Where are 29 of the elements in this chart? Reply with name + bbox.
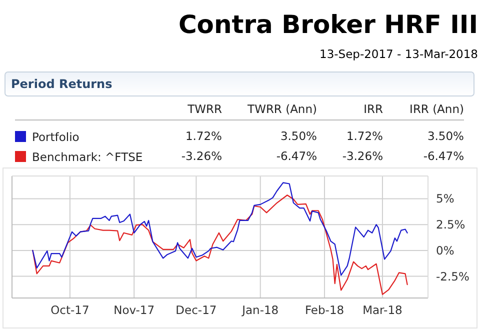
line-series — [32, 194, 408, 295]
line-series — [32, 182, 408, 276]
text: 1.72% — [346, 129, 384, 143]
text: IRR — [364, 102, 384, 116]
text: IRR (Ann) — [410, 102, 464, 116]
y-tick-label: 5% — [436, 192, 454, 206]
x-tick-label: Dec-17 — [176, 303, 217, 317]
text: -6.47% — [423, 149, 464, 163]
legend-label: Benchmark: ^FTSE — [32, 150, 143, 164]
text: -6.47% — [276, 149, 318, 163]
text: TWRR — [186, 102, 222, 116]
text: 3.50% — [427, 129, 464, 143]
text: -3.26% — [342, 149, 384, 163]
text: -3.26% — [181, 149, 222, 163]
x-tick-label: Nov-17 — [114, 303, 155, 317]
text: 13-Sep-2017 - 13-Mar-2018 — [320, 47, 478, 61]
y-tick-label: 0% — [436, 243, 454, 258]
text: Contra Broker HRF III — [178, 10, 478, 39]
x-tick-label: Mar-18 — [362, 303, 402, 317]
text: Period Returns — [11, 77, 112, 91]
text: 1.72% — [185, 129, 222, 143]
x-tick-label: Oct-17 — [50, 303, 90, 317]
x-tick-label: Jan-18 — [241, 303, 279, 317]
x-tick-label: Feb-18 — [304, 303, 344, 317]
legend-label: Portfolio — [32, 130, 80, 144]
y-tick-label: -2.5% — [436, 269, 470, 284]
text: 3.50% — [280, 129, 318, 143]
text: TWRR (Ann) — [246, 102, 317, 116]
y-tick-label: 2.5% — [436, 218, 466, 232]
